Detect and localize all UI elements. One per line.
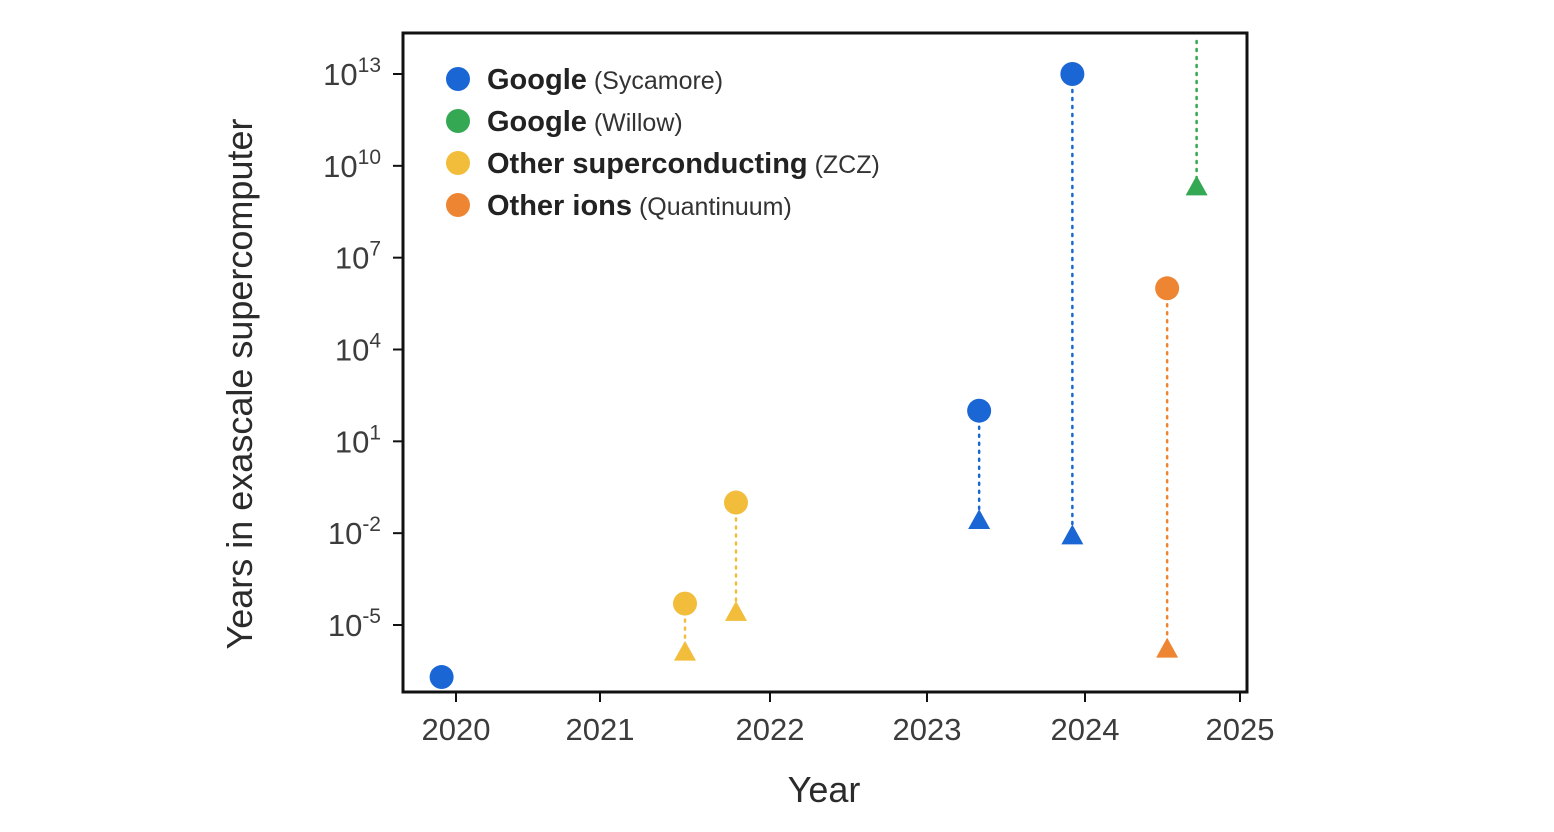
y-tick-label: 1013	[323, 54, 381, 92]
triangle-marker	[968, 509, 991, 530]
x-tick-label: 2021	[566, 712, 635, 747]
circle-marker	[429, 665, 454, 690]
series-layer	[429, 39, 1208, 690]
circle-marker	[673, 591, 697, 616]
plot-frame	[401, 31, 1249, 694]
y-tick-label: 1010	[323, 146, 381, 184]
legend-marker	[446, 109, 470, 133]
legend-label: Google (Willow)	[487, 106, 683, 138]
x-tick-label: 2024	[1051, 712, 1120, 747]
x-axis-title: Year	[788, 769, 861, 810]
x-tick-label: 2025	[1206, 712, 1275, 747]
circle-marker	[1155, 276, 1180, 301]
legend-label: Other superconducting (ZCZ)	[487, 148, 880, 180]
legend-label: Other ions (Quantinuum)	[487, 190, 792, 222]
circle-marker	[724, 490, 748, 515]
x-axis: 2020 2021 2022 2023 2024 2025	[422, 692, 1275, 747]
circle-marker	[1060, 62, 1085, 86]
circle-marker	[967, 398, 992, 423]
x-tick-label: 2023	[893, 712, 962, 747]
legend-marker	[446, 193, 470, 217]
legend: Google (Sycamore) Google (Willow) Other su…	[446, 64, 880, 222]
y-tick-label: 101	[335, 421, 381, 459]
y-axis: 1013 1010 107 104 101 10-2 10-5	[323, 54, 403, 643]
y-tick-label: 10-5	[328, 605, 381, 643]
y-tick-label: 10-2	[328, 513, 381, 551]
plot-border	[401, 31, 1249, 694]
triangle-marker	[725, 601, 747, 621]
x-tick-label: 2020	[422, 712, 491, 747]
triangle-marker	[1061, 524, 1084, 545]
triangle-marker	[674, 640, 696, 661]
legend-label: Google (Sycamore)	[487, 64, 723, 96]
y-tick-label: 104	[335, 330, 381, 368]
y-axis-title: Years in exascale supercomputer	[219, 119, 260, 650]
x-tick-label: 2022	[736, 712, 805, 747]
triangle-marker	[1156, 637, 1179, 658]
legend-marker	[446, 67, 470, 91]
triangle-marker	[1185, 175, 1208, 196]
legend-marker	[446, 151, 470, 175]
y-tick-label: 107	[335, 238, 381, 276]
